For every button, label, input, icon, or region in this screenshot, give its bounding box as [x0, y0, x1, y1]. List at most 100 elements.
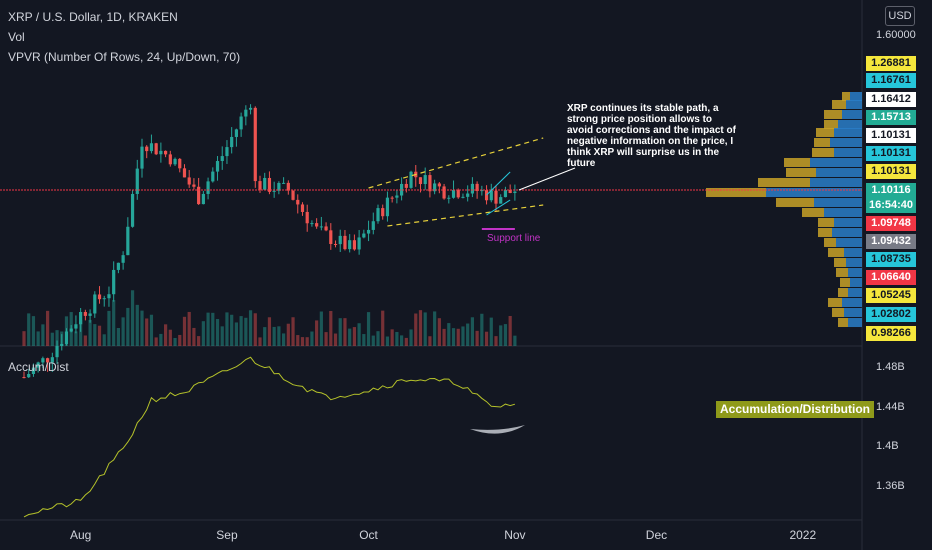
volume-bar	[178, 334, 182, 346]
volume-bar	[116, 327, 120, 346]
candle-body	[230, 136, 234, 148]
candle-body	[126, 226, 130, 256]
candle-body	[168, 154, 172, 165]
candle-body	[381, 208, 385, 217]
candle-body	[451, 189, 456, 198]
volume-bar	[414, 313, 418, 346]
volume-legend[interactable]: Vol	[8, 30, 25, 44]
volume-bar	[36, 331, 40, 346]
vp-bar-down	[838, 288, 848, 297]
candle-body	[442, 186, 446, 199]
annotation-note[interactable]: XRP continues its stable path, a strong …	[567, 103, 736, 169]
volume-bar	[74, 331, 78, 346]
accum-dist-legend[interactable]: Accum/Dist	[8, 360, 69, 374]
volume-bar	[102, 334, 106, 346]
candle-body	[239, 116, 243, 130]
volume-bar	[404, 337, 408, 346]
volume-bar	[267, 317, 272, 346]
vpvr-legend[interactable]: VPVR (Number Of Rows, 24, Up/Down, 70)	[8, 50, 241, 64]
volume-bar	[423, 312, 427, 346]
currency-button[interactable]: USD	[885, 6, 915, 26]
candle-body	[201, 193, 205, 205]
candle-body	[338, 235, 342, 245]
price-tag: 1.16412	[866, 92, 916, 107]
volume-bar	[385, 336, 390, 346]
candle-body	[291, 190, 295, 200]
candle-body	[27, 373, 31, 378]
candle-body	[164, 150, 168, 155]
volume-bar	[248, 310, 253, 346]
volume-bar	[319, 311, 323, 346]
candle-body	[22, 377, 26, 379]
volume-bar	[239, 316, 243, 346]
vp-bar-up	[848, 288, 862, 297]
grid	[0, 0, 863, 550]
candle-body	[31, 367, 36, 374]
candle-body	[69, 328, 73, 332]
candle-body	[253, 107, 257, 182]
volume-bar	[197, 336, 201, 346]
vp-bar-down	[812, 148, 834, 157]
candle-body	[466, 193, 470, 197]
wedge-upper	[486, 171, 511, 196]
time-tick: Nov	[504, 528, 526, 542]
candle-body	[385, 197, 390, 217]
volume-bar	[300, 337, 305, 346]
volume-bar	[187, 311, 191, 346]
candle-body	[55, 346, 59, 358]
volume-bar	[338, 318, 342, 346]
price-tag: 1.10116	[866, 183, 916, 198]
volume-bar	[333, 333, 338, 346]
volume-bar	[362, 334, 366, 346]
price-tag: 1.09432	[866, 234, 916, 249]
candle-body	[173, 158, 177, 165]
vp-bar-up	[844, 248, 862, 257]
volume-bar	[154, 337, 158, 346]
candle-body	[244, 109, 248, 117]
candle-body	[234, 129, 238, 137]
vp-bar-down	[802, 208, 824, 217]
volume-bar	[107, 310, 111, 346]
volume-bar	[121, 317, 125, 346]
candle-body	[362, 233, 366, 238]
volume-bar	[50, 332, 54, 346]
volume-bar	[305, 337, 309, 346]
candle-body	[107, 294, 111, 299]
candle-body	[192, 184, 196, 187]
volume-bar	[371, 335, 375, 346]
vp-bar-down	[784, 158, 810, 167]
candle-body	[499, 197, 503, 204]
volume-bar	[126, 307, 130, 346]
vp-bar-up	[810, 178, 862, 187]
symbol-legend[interactable]: XRP / U.S. Dollar, 1D, KRAKEN	[8, 10, 178, 24]
vp-bar-up	[846, 100, 862, 109]
candle-body	[267, 177, 272, 192]
candle-body	[60, 343, 64, 347]
volume-bar	[164, 324, 168, 346]
vp-bar-up	[836, 238, 862, 247]
volume-bar	[442, 328, 446, 346]
candle-body	[135, 168, 139, 194]
candle-body	[79, 312, 83, 325]
candle-body	[211, 171, 215, 182]
vp-bar-up	[846, 258, 862, 267]
volume-bar	[211, 312, 215, 346]
candle-body	[263, 177, 267, 190]
volume-bar	[480, 313, 484, 346]
vp-bar-up	[814, 198, 862, 207]
vp-bar-up	[810, 158, 862, 167]
channel-lower-line	[387, 204, 544, 227]
volume-profile	[706, 92, 862, 327]
vp-bar-down	[838, 318, 848, 327]
support-line-label[interactable]: Support line	[487, 233, 541, 244]
vp-bar-up	[850, 278, 862, 287]
candle-body	[88, 313, 92, 316]
candle-body	[220, 156, 224, 162]
vp-bar-down	[824, 120, 838, 129]
volume-bar	[296, 335, 300, 346]
volume-bar	[272, 326, 276, 346]
candle-body	[258, 181, 262, 190]
volume-bar	[456, 328, 460, 346]
candle-body	[50, 357, 54, 363]
